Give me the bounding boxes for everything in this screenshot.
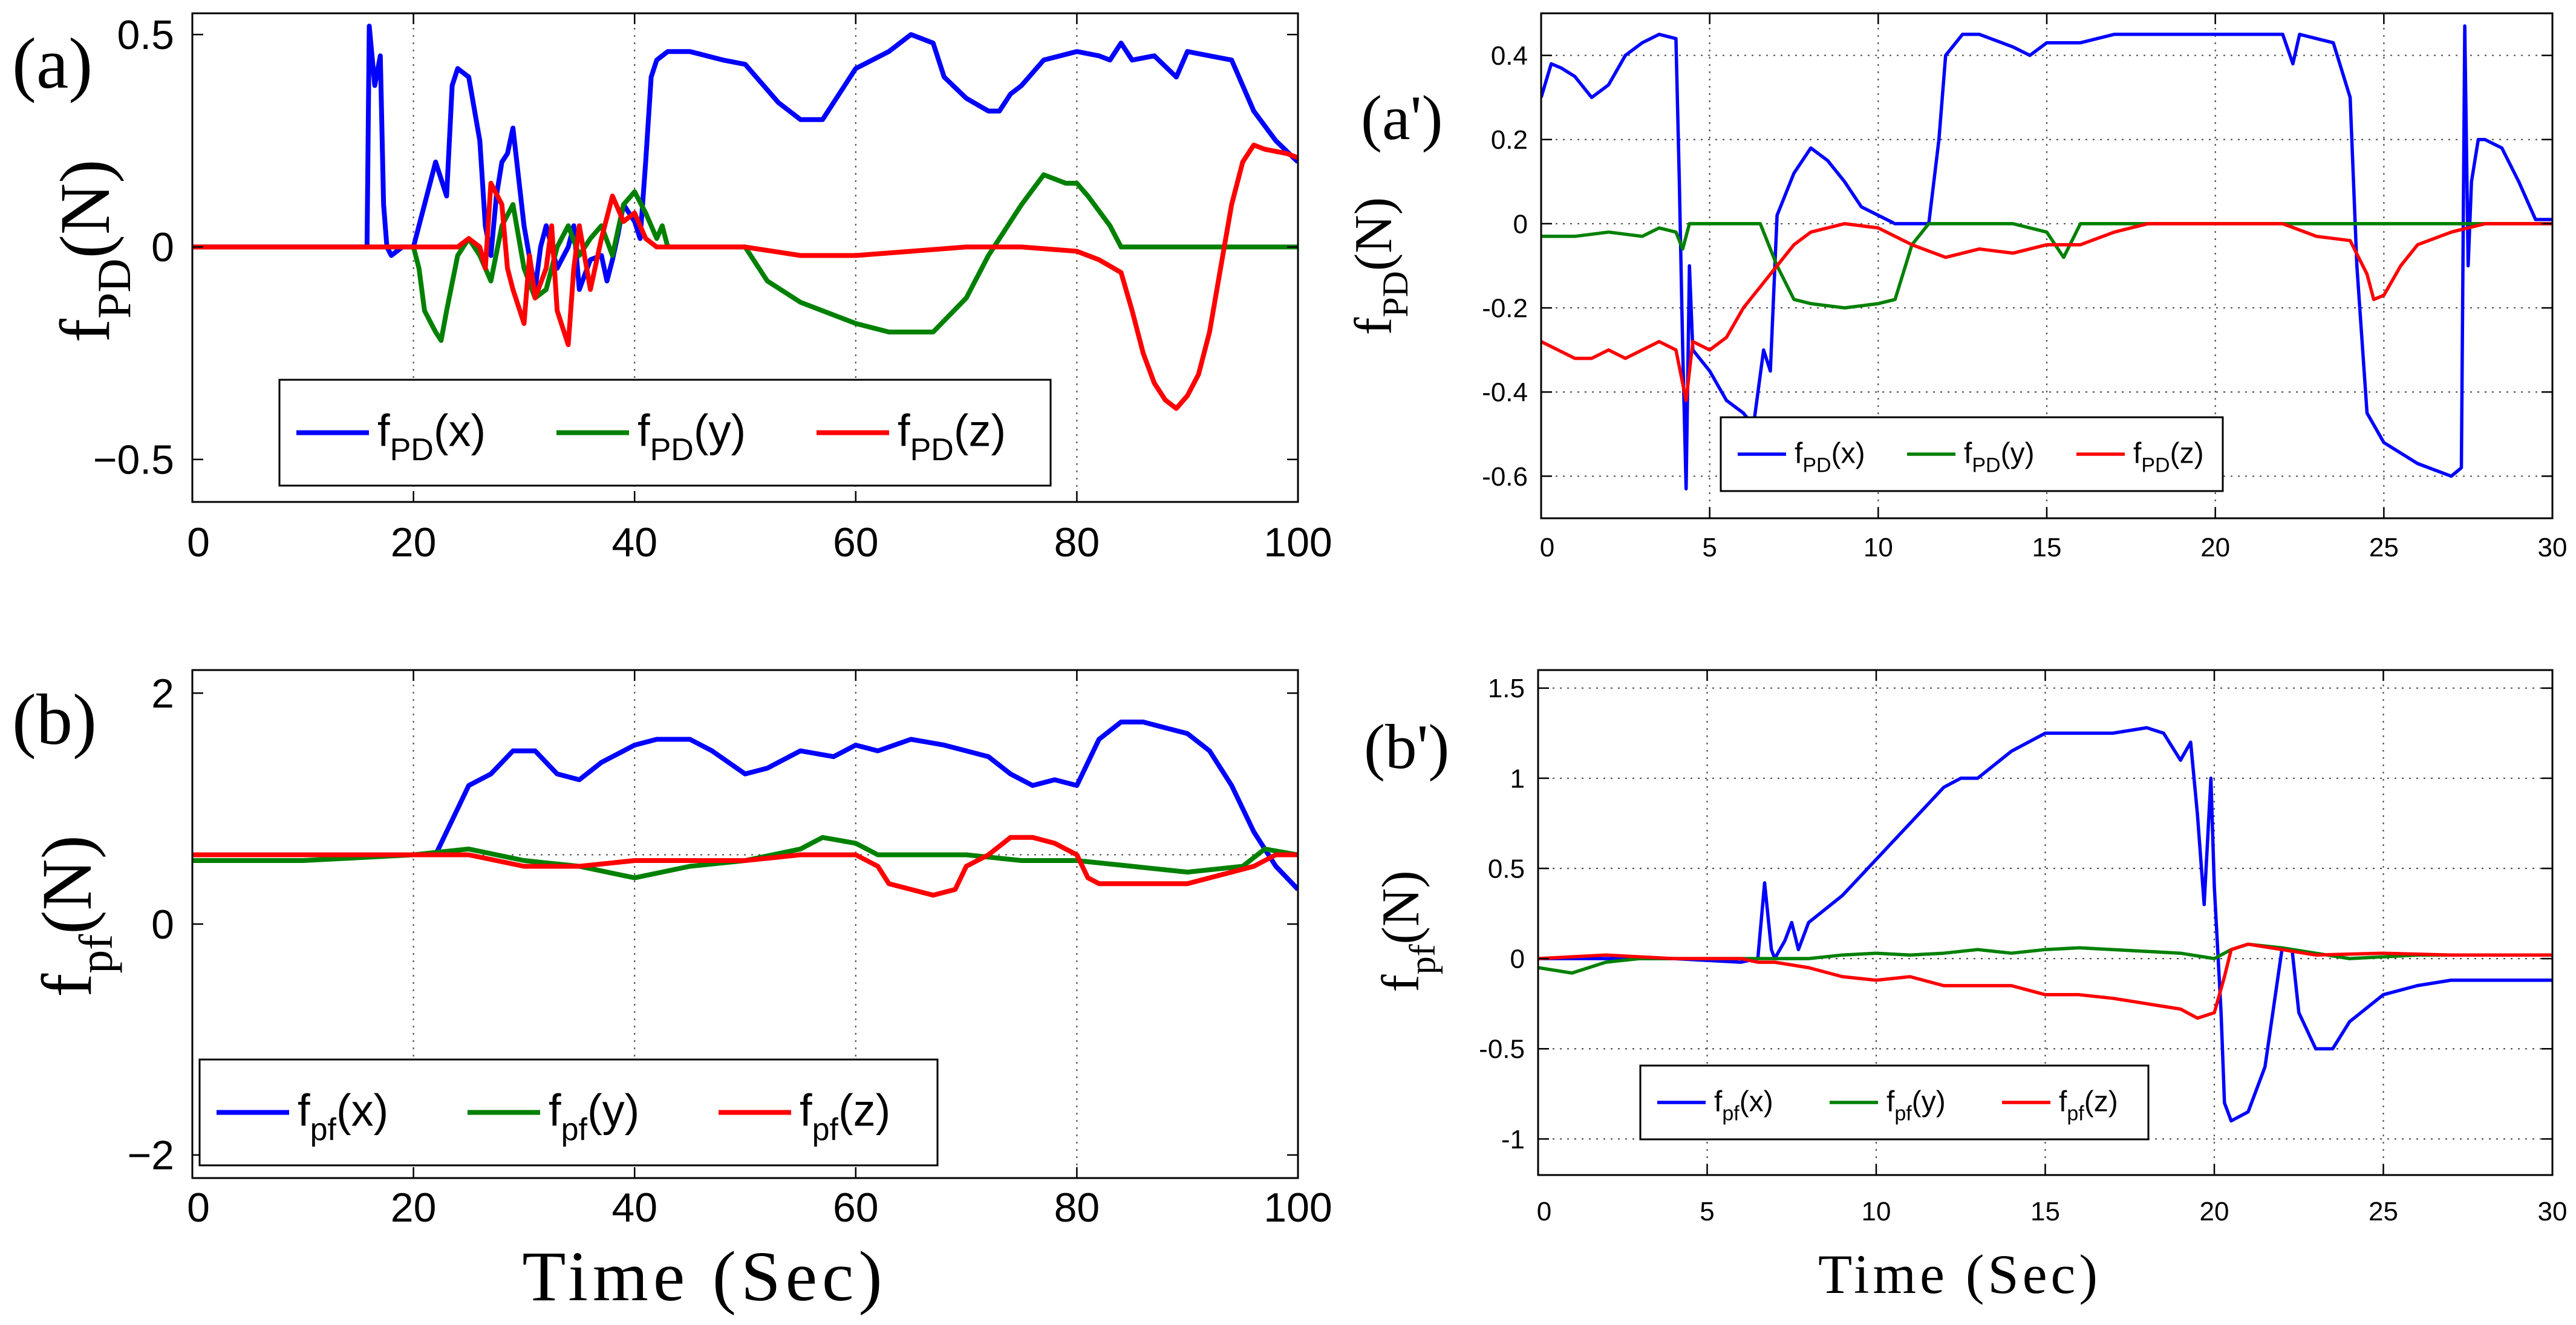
x-tick-label: 80 — [1054, 519, 1100, 565]
x-tick-label: 10 — [1862, 1197, 1891, 1226]
legend-box — [1720, 416, 2224, 492]
legend-label: fPD(z) — [898, 406, 1006, 467]
plot-frame — [191, 12, 1299, 503]
x-tick-label: 20 — [2200, 533, 2230, 562]
x-tick-label: 30 — [2538, 1197, 2568, 1226]
legend-label: fpf(x) — [1714, 1086, 1773, 1125]
x-tick-label: 40 — [611, 1185, 657, 1231]
y-tick-label: 0 — [1510, 945, 1525, 974]
legend-label: fPD(y) — [1964, 437, 2035, 477]
x-tick-label: 5 — [1700, 1197, 1714, 1226]
x-tick-label: 20 — [391, 1185, 437, 1231]
panel-b-prime: 0 5 10 15 20 25 30 -1 -0.5 0 0.5 1 1.5 (b') fpf(N) fpf(… — [1364, 669, 2568, 1226]
x-axis-title-left: Time (Sec) — [522, 1237, 887, 1316]
x-tick-label: 20 — [2200, 1197, 2229, 1226]
series-line-x — [192, 719, 1298, 891]
series-line-y — [1541, 222, 2552, 310]
panel-label: (a') — [1361, 82, 1443, 153]
y-axis-title: fpf(N) — [27, 835, 122, 997]
series-group — [1538, 726, 2552, 1123]
legend-label: fpf(y) — [1886, 1086, 1946, 1125]
panel-b: 0 20 40 60 80 100−202(b)fpf(N)fpf(x) fpf(y) fpf… — [12, 669, 1332, 1231]
x-tick-label: 15 — [2030, 1197, 2060, 1226]
y-axis-title: fPD(N) — [45, 160, 140, 343]
y-tick-label: -0.6 — [1482, 462, 1528, 492]
x-axis-title-right: Time (Sec) — [1818, 1243, 2101, 1305]
series-line-x — [1541, 24, 2552, 491]
x-tick-label: 10 — [1864, 533, 1893, 562]
legend: fpf(x) fpf(y) fpf(z) — [1639, 1064, 2150, 1141]
legend: fPD(x) fPD(y) fPD(z) — [1720, 416, 2224, 492]
y-tick-label: 2 — [151, 671, 174, 717]
legend-label: fpf(x) — [298, 1086, 388, 1147]
y-tick-label: -1 — [1501, 1125, 1525, 1154]
y-tick-label: -0.4 — [1482, 378, 1528, 408]
series-group — [192, 719, 1298, 898]
y-tick-label: 0.2 — [1491, 125, 1528, 155]
y-tick-label: 0.5 — [117, 12, 174, 58]
panel-a: 0 20 40 60 80 100 −0.5 0 0.5 (a) fPD(N) fPD(x) fPD(y… — [12, 12, 1332, 565]
legend-label: fpf(z) — [800, 1086, 890, 1147]
series-line-y — [192, 835, 1298, 881]
series-line-z — [192, 835, 1298, 898]
x-tick-label: 60 — [833, 1185, 879, 1231]
y-axis-title: fpf(N) — [1372, 870, 1443, 992]
legend-label: fPD(x) — [1795, 437, 1865, 477]
x-tick-label: 30 — [2538, 533, 2568, 562]
y-tick-label: 0.5 — [1488, 854, 1525, 884]
x-tick-label: 25 — [2369, 1197, 2398, 1226]
x-tick-label: 0 — [187, 519, 210, 565]
x-tick-label: 60 — [833, 519, 879, 565]
y-tick-label: 0 — [1513, 209, 1528, 239]
y-tick-label: 0.4 — [1491, 41, 1528, 71]
y-tick-label: 1 — [1510, 764, 1525, 793]
legend-label: fPD(z) — [2133, 437, 2204, 477]
x-tick-label: 20 — [391, 519, 437, 565]
y-tick-label: -0.5 — [1479, 1035, 1525, 1064]
x-tick-label: 15 — [2032, 533, 2062, 562]
x-tick-label: 40 — [611, 519, 657, 565]
series-line-z — [192, 142, 1298, 411]
legend-label: fpf(z) — [2059, 1086, 2118, 1125]
y-axis-title: fPD(N) — [1345, 197, 1415, 335]
x-tick-label: 80 — [1054, 1185, 1100, 1231]
panel-label: (a) — [12, 23, 93, 103]
series-line-x — [1538, 726, 2552, 1123]
x-tick-label: 100 — [1264, 519, 1332, 565]
x-tick-label: 0 — [1537, 1197, 1551, 1226]
series-group — [192, 24, 1298, 411]
y-tick-label: −0.5 — [93, 437, 174, 483]
legend-box — [198, 1058, 939, 1167]
y-tick-label: -0.2 — [1482, 293, 1528, 323]
panel-label: (b) — [12, 679, 97, 760]
legend-label: fPD(x) — [377, 406, 486, 467]
x-tick-label: 25 — [2369, 533, 2399, 562]
x-tick-label: 5 — [1702, 533, 1717, 562]
y-tick-label: 1.5 — [1488, 674, 1525, 703]
legend: fPD(x) fPD(y) fPD(z) — [278, 379, 1052, 487]
panel-a-prime: 0 5 10 15 20 25 30 -0.6 -0.4 -0.2 0 0.2 0.4 (a') fPD(N… — [1345, 12, 2568, 562]
y-tick-label: 0 — [151, 902, 174, 948]
x-tick-label: 0 — [187, 1185, 210, 1231]
legend-label: fPD(y) — [637, 406, 746, 467]
y-tick-label: 0 — [151, 224, 174, 270]
x-tick-label: 100 — [1264, 1185, 1332, 1231]
series-line-z — [1538, 942, 2552, 1020]
x-tick-label: 0 — [1540, 533, 1554, 562]
legend-box — [1639, 1064, 2150, 1141]
panel-label: (b') — [1364, 711, 1449, 782]
legend: fpf(x) fpf(y) fpf(z) — [198, 1058, 939, 1167]
legend-box — [278, 379, 1052, 487]
series-line-z — [1541, 222, 2552, 402]
series-group — [1541, 24, 2552, 491]
y-tick-label: −2 — [127, 1133, 174, 1179]
legend-label: fpf(y) — [549, 1086, 639, 1147]
